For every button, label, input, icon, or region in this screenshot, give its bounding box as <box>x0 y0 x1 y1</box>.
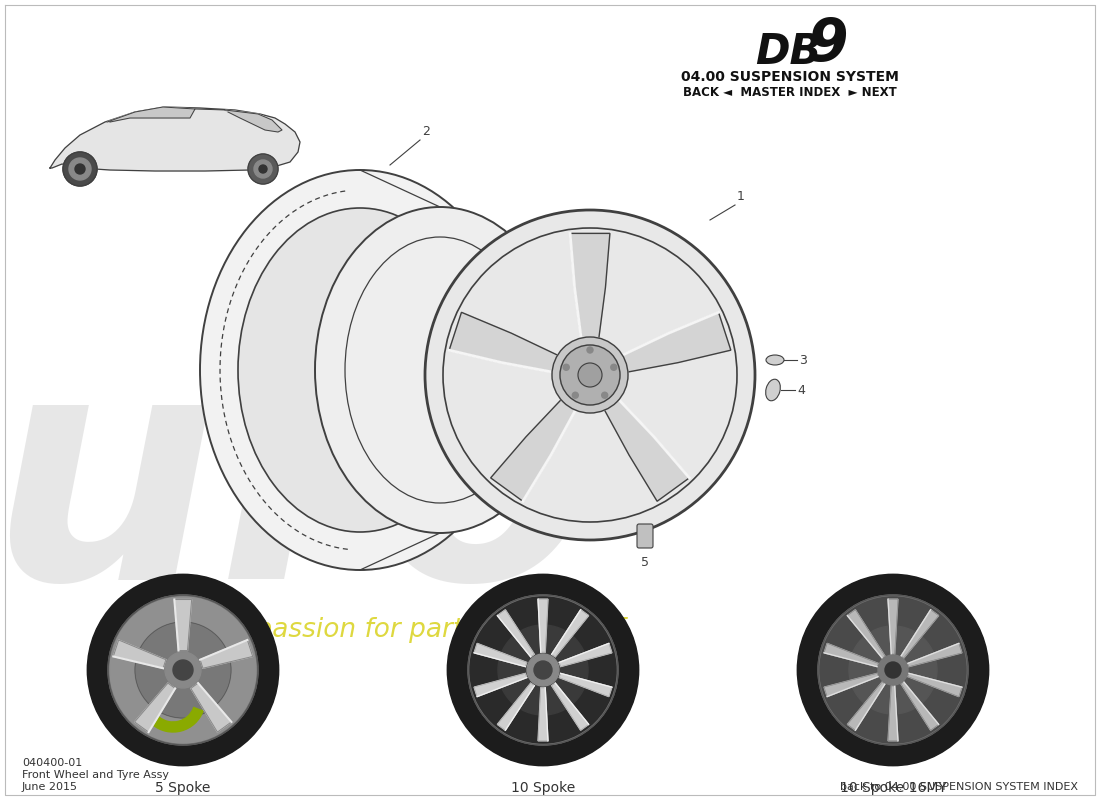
Circle shape <box>552 337 628 413</box>
Text: 9: 9 <box>808 15 848 73</box>
Circle shape <box>527 654 559 686</box>
Text: back to 04.00 SUSPENSION SYSTEM INDEX: back to 04.00 SUSPENSION SYSTEM INDEX <box>840 782 1078 792</box>
Text: 2: 2 <box>422 125 430 138</box>
Polygon shape <box>174 599 191 650</box>
Text: BACK ◄  MASTER INDEX  ► NEXT: BACK ◄ MASTER INDEX ► NEXT <box>683 86 896 99</box>
Circle shape <box>69 158 91 180</box>
FancyBboxPatch shape <box>637 524 653 548</box>
Circle shape <box>75 164 85 174</box>
Polygon shape <box>908 674 961 697</box>
Ellipse shape <box>315 207 565 533</box>
Circle shape <box>110 597 256 743</box>
Polygon shape <box>491 398 576 502</box>
Text: 5: 5 <box>641 556 649 569</box>
Circle shape <box>602 392 607 398</box>
Polygon shape <box>538 599 548 652</box>
Circle shape <box>560 345 620 405</box>
Circle shape <box>468 595 618 745</box>
Circle shape <box>135 622 231 718</box>
Text: a passion for parts since 1985: a passion for parts since 1985 <box>231 617 629 643</box>
Polygon shape <box>559 643 612 666</box>
Circle shape <box>173 660 192 680</box>
Polygon shape <box>474 643 527 666</box>
Text: 040400-01: 040400-01 <box>22 758 82 768</box>
Ellipse shape <box>766 355 784 365</box>
Polygon shape <box>619 312 730 373</box>
Circle shape <box>498 625 588 715</box>
Polygon shape <box>901 682 938 730</box>
Polygon shape <box>603 398 690 502</box>
Polygon shape <box>200 640 253 668</box>
Circle shape <box>63 152 97 186</box>
Polygon shape <box>908 643 961 666</box>
Text: 4: 4 <box>798 383 805 397</box>
Circle shape <box>587 347 593 353</box>
Ellipse shape <box>238 208 482 532</box>
Polygon shape <box>134 683 175 732</box>
Text: 10 Spoke 16MY: 10 Spoke 16MY <box>839 781 946 795</box>
Polygon shape <box>824 643 879 666</box>
Polygon shape <box>888 686 898 741</box>
Polygon shape <box>552 683 589 730</box>
Circle shape <box>798 575 988 765</box>
Polygon shape <box>107 107 195 122</box>
Polygon shape <box>559 674 612 697</box>
Text: 1: 1 <box>737 190 745 203</box>
Circle shape <box>258 165 267 173</box>
Polygon shape <box>847 610 886 658</box>
Ellipse shape <box>200 170 520 570</box>
Polygon shape <box>474 674 527 697</box>
Polygon shape <box>50 107 300 171</box>
Circle shape <box>818 595 968 745</box>
Wedge shape <box>153 707 204 732</box>
Text: June 2015: June 2015 <box>22 782 78 792</box>
Circle shape <box>572 392 579 398</box>
Circle shape <box>578 363 602 387</box>
Polygon shape <box>226 110 282 132</box>
Polygon shape <box>449 312 560 373</box>
Circle shape <box>563 364 569 370</box>
Circle shape <box>470 597 616 743</box>
Polygon shape <box>538 688 548 741</box>
Text: 5 Spoke: 5 Spoke <box>155 781 211 795</box>
Circle shape <box>254 160 272 178</box>
Circle shape <box>820 597 966 743</box>
Polygon shape <box>497 610 535 657</box>
Polygon shape <box>901 610 938 658</box>
Text: 3: 3 <box>799 354 807 366</box>
Circle shape <box>886 662 901 678</box>
Circle shape <box>878 655 908 685</box>
Text: Front Wheel and Tyre Assy: Front Wheel and Tyre Assy <box>22 770 169 780</box>
Text: 10 Spoke: 10 Spoke <box>510 781 575 795</box>
Circle shape <box>425 210 755 540</box>
Polygon shape <box>888 599 898 654</box>
Circle shape <box>849 626 937 714</box>
Circle shape <box>88 575 278 765</box>
Circle shape <box>165 652 201 688</box>
Polygon shape <box>190 683 231 732</box>
Ellipse shape <box>766 379 780 401</box>
Circle shape <box>534 661 552 679</box>
Text: 04.00 SUSPENSION SYSTEM: 04.00 SUSPENSION SYSTEM <box>681 70 899 84</box>
Polygon shape <box>497 683 535 730</box>
Polygon shape <box>847 682 886 730</box>
Circle shape <box>448 575 638 765</box>
Text: DB: DB <box>755 31 822 73</box>
Circle shape <box>610 364 617 370</box>
Polygon shape <box>570 234 609 341</box>
Circle shape <box>108 595 258 745</box>
Polygon shape <box>824 674 879 697</box>
Text: euro: euro <box>0 335 596 645</box>
Polygon shape <box>552 610 589 657</box>
Polygon shape <box>113 640 166 668</box>
Circle shape <box>248 154 278 184</box>
